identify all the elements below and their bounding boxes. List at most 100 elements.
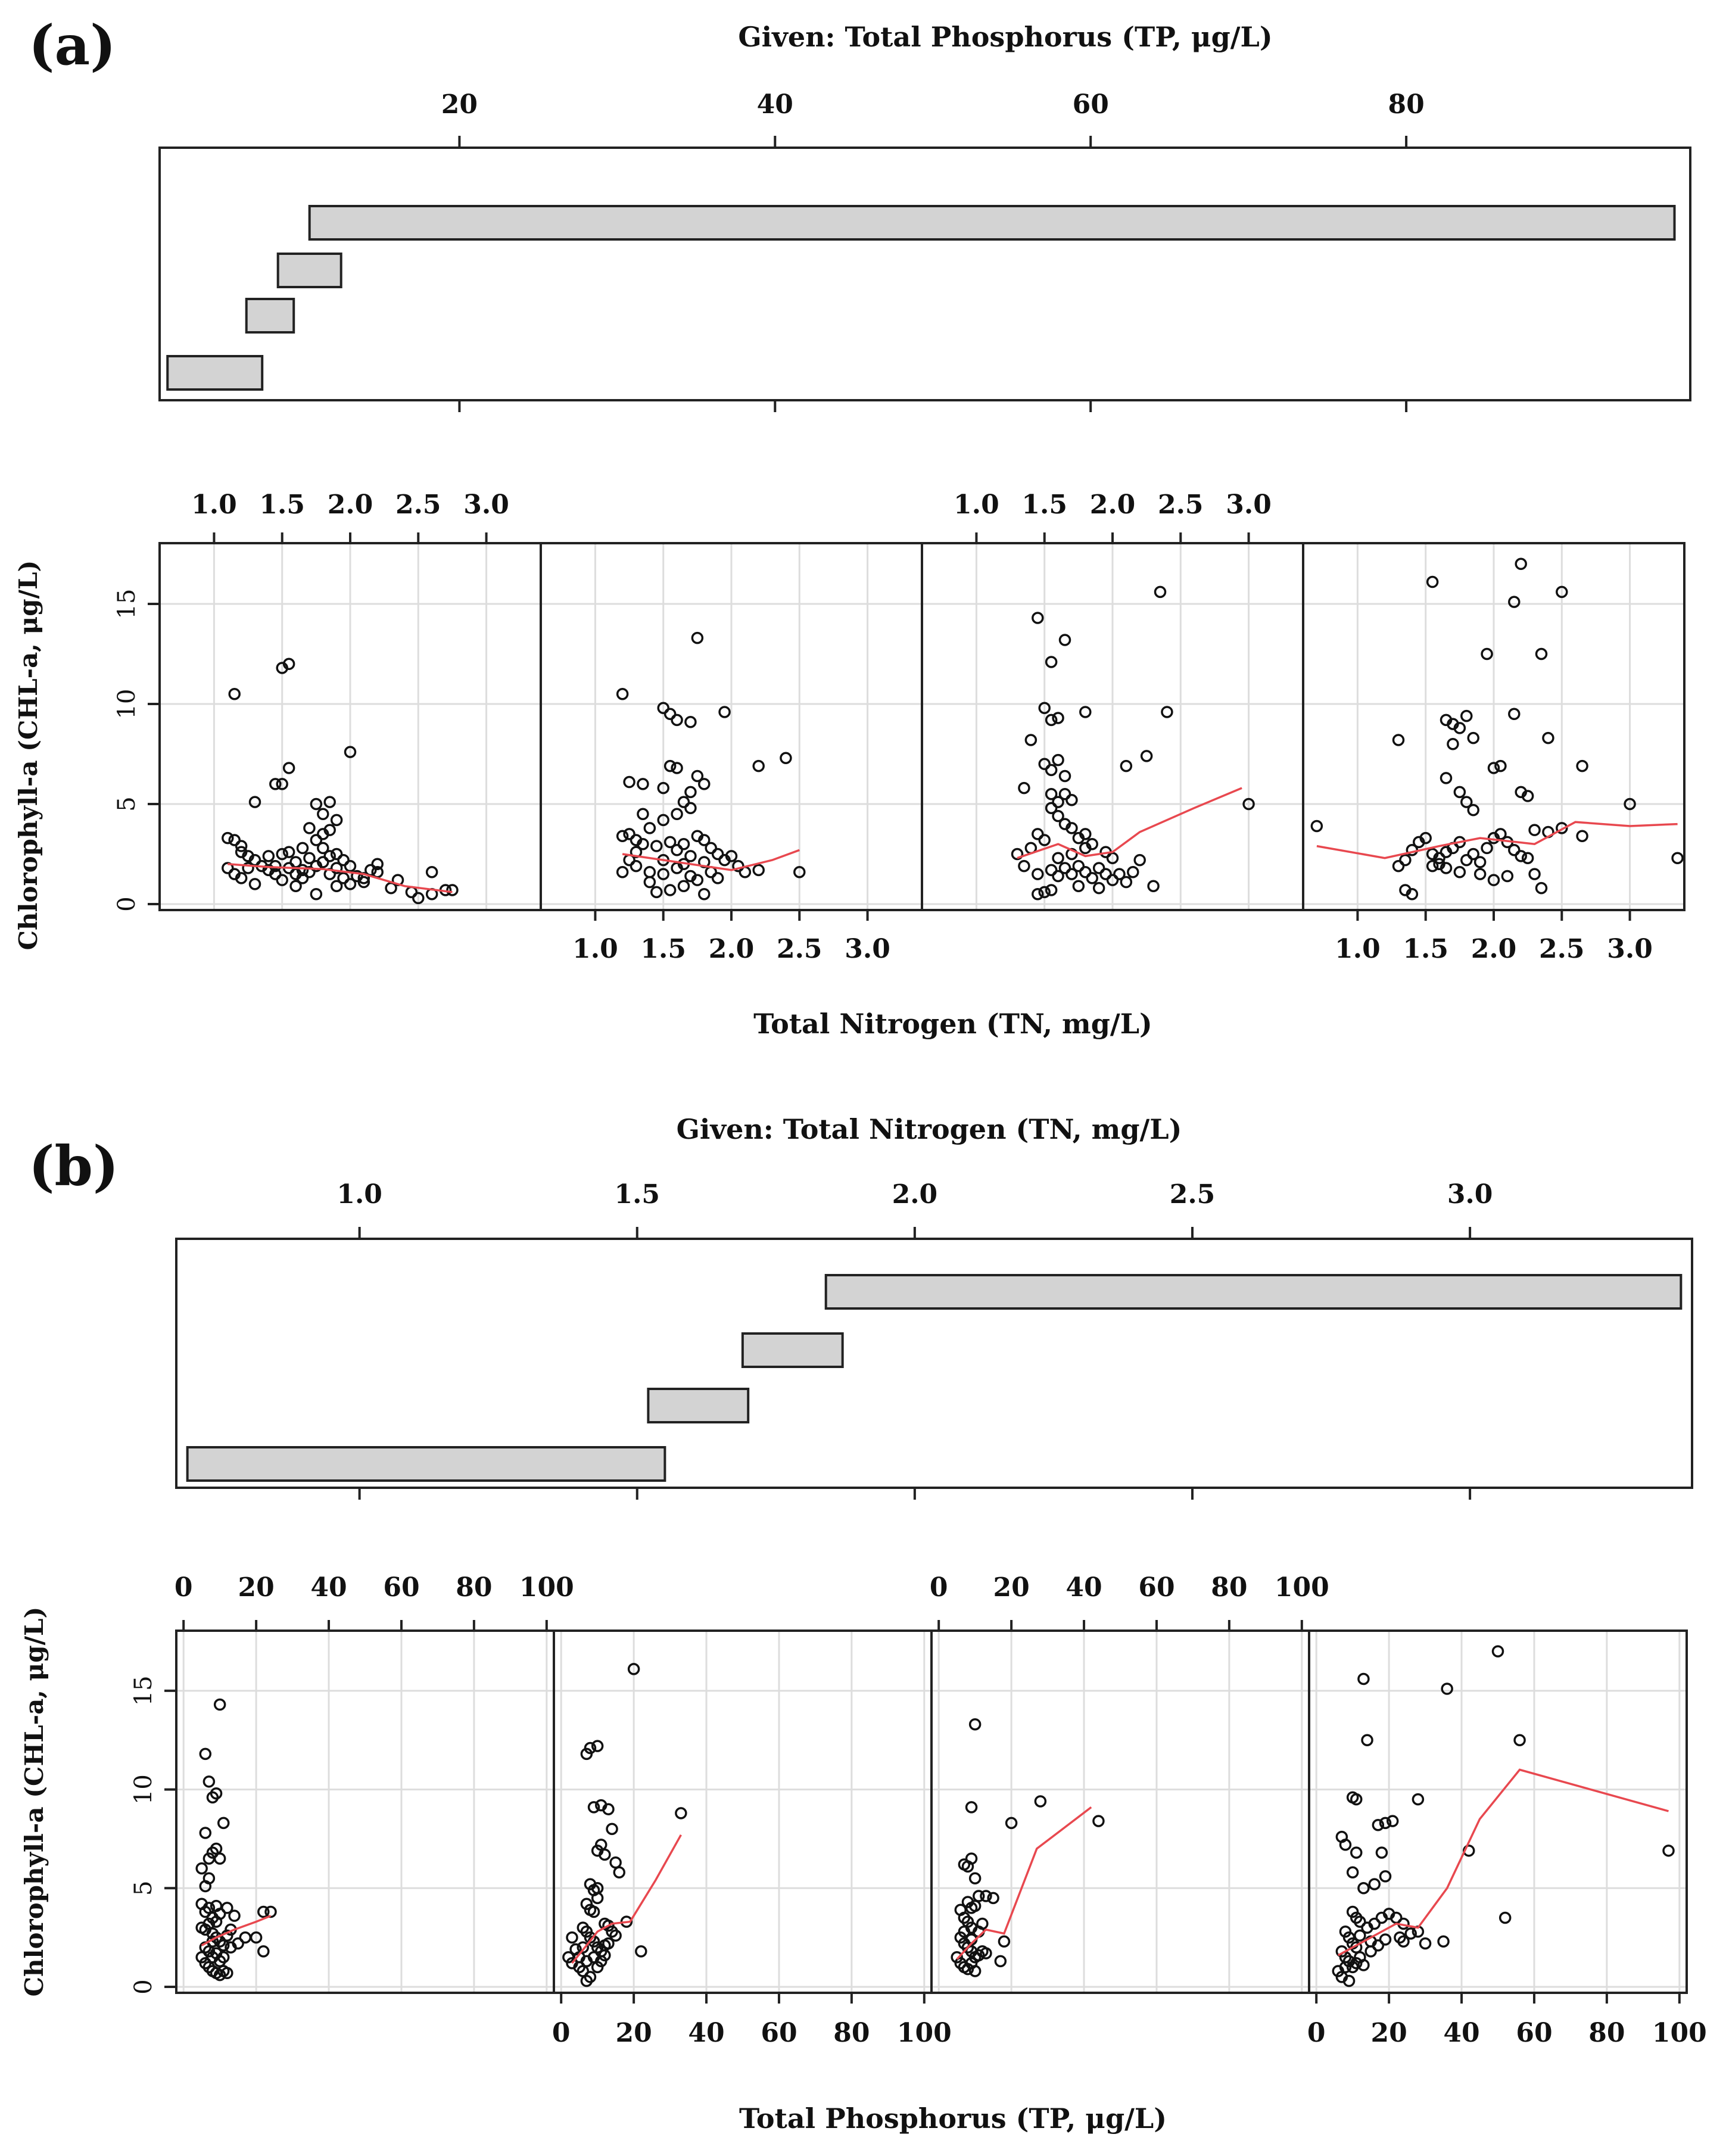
data-point <box>1576 830 1588 843</box>
data-point <box>412 892 425 905</box>
data-point <box>1386 1815 1399 1827</box>
data-point <box>698 834 711 846</box>
data-point <box>698 887 711 901</box>
data-point <box>425 865 438 878</box>
data-point <box>330 848 343 861</box>
data-point <box>637 808 649 821</box>
data-point <box>1350 1846 1363 1859</box>
data-point <box>1556 585 1568 599</box>
data-point <box>344 878 357 890</box>
data-point <box>1513 1734 1526 1746</box>
x-tick-label: 80 <box>456 1572 492 1603</box>
data-point <box>1092 862 1105 874</box>
data-point <box>1065 868 1078 880</box>
x-tick-label: 60 <box>1138 1572 1174 1603</box>
x-tick-label: 1.5 <box>640 934 686 964</box>
data-point <box>968 1718 982 1731</box>
data-point <box>623 828 635 840</box>
data-point <box>1473 856 1487 868</box>
data-point <box>344 859 357 873</box>
data-point <box>630 859 643 873</box>
data-point <box>1357 1959 1370 1971</box>
data-point <box>1453 865 1466 878</box>
data-point <box>968 1899 982 1912</box>
data-point <box>1058 787 1071 800</box>
y-tick-label: 0 <box>113 896 141 911</box>
x-tick-label: 20 <box>993 1572 1029 1603</box>
data-point <box>663 836 677 849</box>
data-point <box>199 1827 212 1839</box>
data-point <box>732 859 744 873</box>
data-point <box>202 1872 216 1884</box>
data-point <box>1375 1846 1388 1859</box>
data-point <box>1120 876 1133 889</box>
data-point <box>1045 884 1058 896</box>
x-axis-label-a: Total Nitrogen (TN, mg/L) <box>753 1008 1152 1040</box>
data-point <box>627 1663 640 1675</box>
data-point <box>599 1949 611 1962</box>
data-point <box>1515 850 1527 862</box>
data-point <box>1433 858 1445 871</box>
given-tick-label: 80 <box>1388 89 1424 120</box>
x-tick-label: 3.0 <box>845 934 890 964</box>
x-tick-label: 0 <box>930 1572 948 1603</box>
data-point <box>671 762 683 774</box>
data-point <box>671 844 683 856</box>
data-point <box>1038 702 1051 714</box>
data-point <box>1065 822 1078 834</box>
data-point <box>613 1866 625 1879</box>
data-point <box>705 842 717 855</box>
y-tick-label: 5 <box>130 1881 157 1896</box>
data-point <box>616 830 629 843</box>
smooth-fit-line <box>571 1834 682 1964</box>
data-point <box>357 872 370 884</box>
data-point <box>718 706 731 718</box>
given-interval-bar-1 <box>186 1446 666 1482</box>
data-point <box>725 850 738 862</box>
data-point <box>248 878 261 890</box>
given-axis-ticks-a: 20 40 60 80 <box>441 89 1425 412</box>
data-point <box>310 834 323 846</box>
data-point <box>1242 797 1255 811</box>
data-point <box>1038 834 1051 846</box>
data-point <box>616 865 629 878</box>
data-point <box>1404 1927 1417 1940</box>
data-point <box>1099 868 1112 880</box>
data-point <box>222 862 234 874</box>
data-point <box>1079 706 1092 718</box>
data-point <box>357 876 370 889</box>
data-point <box>1357 1672 1370 1685</box>
data-point <box>323 850 336 862</box>
data-point <box>691 769 704 783</box>
x-tick-label: 0 <box>552 2018 571 2048</box>
x-tick-label: 1.5 <box>1403 934 1448 964</box>
data-point <box>199 1747 212 1761</box>
data-point <box>289 880 302 893</box>
data-point <box>1086 872 1098 884</box>
data-point <box>1447 737 1459 750</box>
x-tick-label: 100 <box>897 2018 952 2048</box>
data-point <box>257 1905 270 1918</box>
data-point <box>684 786 697 799</box>
data-point <box>691 631 704 644</box>
figure-a: (a) Given: Total Phosphorus (TP, μg/L) 2… <box>14 13 1691 1040</box>
smooth-fit-line <box>228 863 453 893</box>
data-point <box>1460 796 1473 808</box>
data-point <box>1487 874 1500 886</box>
data-point <box>217 1817 230 1830</box>
given-interval-bars-a <box>166 205 1676 391</box>
data-point <box>980 1890 992 1902</box>
data-point <box>698 778 711 790</box>
data-point <box>276 778 288 790</box>
data-point <box>663 759 677 772</box>
data-point <box>1368 1878 1381 1890</box>
data-point <box>282 762 295 774</box>
given-interval-bars-b <box>186 1274 1683 1482</box>
data-point <box>446 884 459 896</box>
given-interval-bar-2 <box>245 298 295 334</box>
data-point <box>1394 1931 1406 1944</box>
data-point <box>269 778 282 790</box>
smooth-fit-line <box>1337 1768 1669 1956</box>
data-point <box>1072 880 1085 893</box>
data-point <box>250 1931 263 1944</box>
